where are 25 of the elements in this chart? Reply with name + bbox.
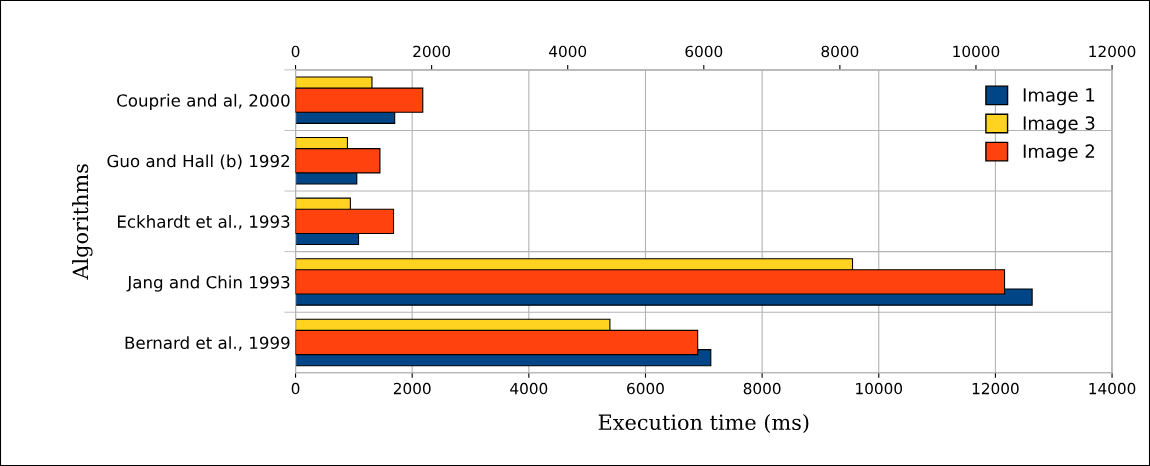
x2-tick-label: 10000 — [953, 45, 1000, 58]
y-tick-label: Eckhardt et al., 1993 — [117, 215, 290, 230]
x2-tick-label: 0 — [291, 45, 300, 58]
x-tick-label: 4000 — [510, 382, 548, 395]
x-tick-label: 6000 — [627, 382, 664, 395]
x-tick-label: 10000 — [856, 382, 903, 395]
y-tick-label: Bernard et al., 1999 — [125, 336, 290, 351]
x2-tick-label: 2000 — [413, 45, 451, 58]
x-tick-label: 12000 — [972, 382, 1019, 395]
legend-label: Image 3 — [1023, 116, 1095, 134]
y-tick-label: Couprie and al, 2000 — [117, 93, 290, 110]
x2-tick-label: 12000 — [1089, 45, 1136, 58]
legend-label: Image 1 — [1023, 88, 1095, 106]
x2-tick-label: 8000 — [821, 45, 859, 58]
x-tick-label: 2000 — [393, 382, 431, 395]
y-tick-label: Jang and Chin 1993 — [126, 275, 290, 292]
x2-tick-label: 4000 — [549, 45, 587, 58]
y-axis-title: Algorithms — [72, 164, 93, 280]
x2-tick-label: 6000 — [685, 45, 723, 58]
x-axis-title: Execution time (ms) — [598, 413, 809, 434]
x-tick-label: 8000 — [743, 382, 781, 395]
x-tick-label: 14000 — [1089, 382, 1136, 395]
x-tick-label: 0 — [291, 382, 300, 395]
legend-label: Image 2 — [1023, 144, 1094, 162]
y-tick-label: Guo and Hall (b) 1992 — [107, 154, 290, 170]
